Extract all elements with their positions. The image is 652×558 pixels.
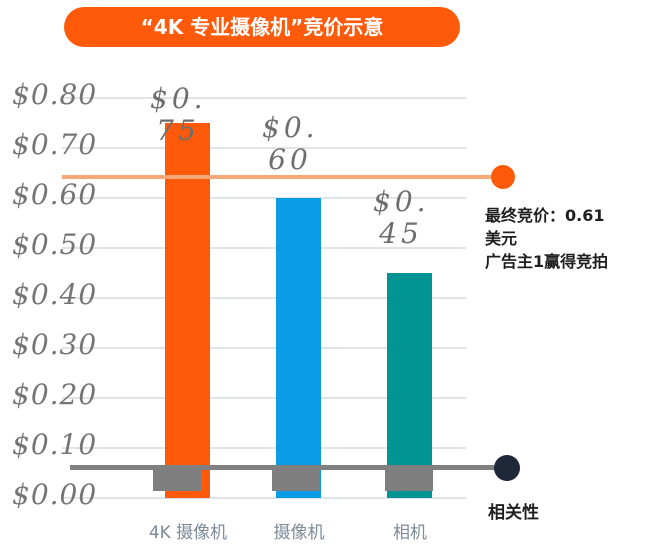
- bar-value-label: $0.75: [150, 82, 207, 147]
- bar-camcorder: [276, 198, 321, 498]
- gridline: [62, 197, 466, 199]
- relevance-block: [153, 469, 201, 491]
- x-axis-label: 摄像机: [273, 523, 325, 543]
- bar-camera: [387, 273, 432, 498]
- relevance-label: 相关性: [488, 503, 539, 523]
- bar-4k-camera: [165, 123, 210, 498]
- y-tick: $0.20: [12, 378, 98, 411]
- annotation-line: 美元: [485, 229, 518, 248]
- gridline: [62, 347, 466, 349]
- y-tick: $0.50: [12, 228, 98, 261]
- y-tick: $0.70: [12, 128, 98, 161]
- gridline: [62, 147, 466, 149]
- gridline: [62, 297, 466, 299]
- relevance-line: [70, 465, 510, 470]
- x-axis-label: 4K 摄像机: [148, 523, 228, 543]
- annotation-line: 广告主1赢得竞拍: [485, 252, 609, 271]
- relevance-block: [272, 469, 320, 491]
- y-tick: $0.00: [12, 478, 98, 511]
- relevance-block: [385, 469, 433, 491]
- gridline: [62, 497, 466, 499]
- gridline: [62, 397, 466, 399]
- y-tick: $0.80: [12, 78, 98, 111]
- x-axis-label: 相机: [393, 523, 427, 543]
- y-tick: $0.40: [12, 278, 98, 311]
- gridline: [62, 447, 466, 449]
- final-bid-annotation: 最终竞价：0.61 美元 广告主1赢得竞拍: [485, 204, 608, 273]
- annotation-line: 最终竞价：0.61: [485, 206, 605, 225]
- y-tick: $0.60: [12, 178, 98, 211]
- final-bid-line: [62, 175, 502, 179]
- bar-value-label: $0.60: [262, 111, 319, 176]
- chart-title: “4K 专业摄像机”竞价示意: [64, 7, 460, 47]
- final-bid-marker: [491, 165, 515, 189]
- y-tick: $0.10: [12, 428, 98, 461]
- relevance-marker: [494, 455, 520, 481]
- gridline: [62, 97, 466, 99]
- y-tick: $0.30: [12, 328, 98, 361]
- gridline: [62, 247, 466, 249]
- bar-value-label: $0.45: [373, 185, 430, 250]
